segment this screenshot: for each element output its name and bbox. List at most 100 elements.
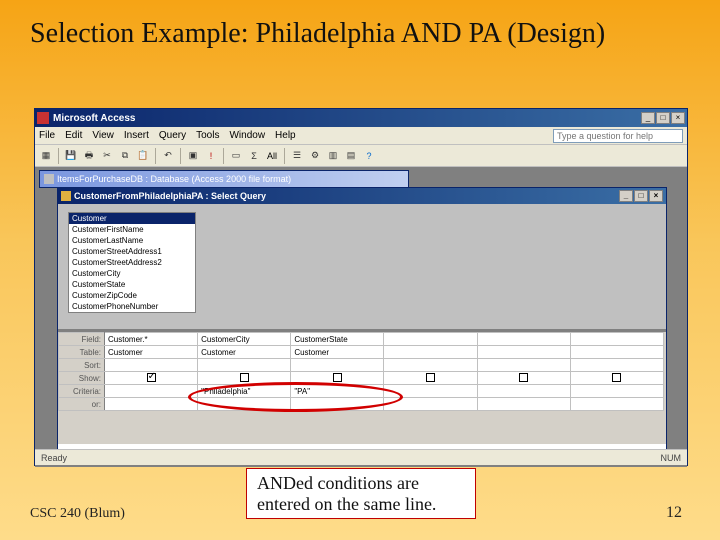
cut-button[interactable]: ✂ <box>99 148 115 164</box>
paste-button[interactable]: 📋 <box>135 148 151 164</box>
grid-cell-show[interactable] <box>570 372 663 385</box>
grid-cell-sort[interactable] <box>198 359 291 372</box>
slide-page-number: 12 <box>666 504 682 522</box>
top-values-box[interactable]: All <box>264 151 280 161</box>
grid-cell-field[interactable] <box>570 333 663 346</box>
grid-cell-show[interactable] <box>384 372 477 385</box>
qbe-grid: Field: Customer.* CustomerCity CustomerS… <box>58 332 664 411</box>
menu-tools[interactable]: Tools <box>196 130 219 141</box>
grid-cell-criteria[interactable] <box>105 385 198 398</box>
grid-cell-or[interactable] <box>384 398 477 411</box>
properties-button[interactable]: ☰ <box>289 148 305 164</box>
toolbar: ▦ 💾 🖶 ✂ ⧉ 📋 ↶ ▣ ! ▭ Σ All ☰ ⚙ ▥ ▤ ? <box>35 145 687 167</box>
grid-cell-criteria[interactable] <box>384 385 477 398</box>
menu-window[interactable]: Window <box>229 130 265 141</box>
show-checkbox[interactable] <box>612 373 621 382</box>
query-tables-pane[interactable]: Customer CustomerFirstName CustomerLastN… <box>58 204 666 332</box>
grid-cell-table[interactable] <box>570 346 663 359</box>
row-label: Field: <box>59 333 105 346</box>
grid-cell-sort[interactable] <box>291 359 384 372</box>
menu-edit[interactable]: Edit <box>65 130 82 141</box>
field-item[interactable]: CustomerStreetAddress2 <box>69 257 195 268</box>
run-button[interactable]: ! <box>203 148 219 164</box>
print-button[interactable]: 🖶 <box>81 148 97 164</box>
grid-cell-sort[interactable] <box>570 359 663 372</box>
minimize-button[interactable]: _ <box>641 112 655 124</box>
database-window-titlebar[interactable]: ItemsForPurchaseDB : Database (Access 20… <box>39 170 409 188</box>
field-item[interactable]: CustomerPhoneNumber <box>69 301 195 312</box>
grid-cell-show[interactable] <box>477 372 570 385</box>
show-checkbox[interactable] <box>147 373 156 382</box>
grid-cell-table[interactable]: Customer <box>198 346 291 359</box>
grid-cell-show[interactable] <box>105 372 198 385</box>
show-checkbox[interactable] <box>240 373 249 382</box>
grid-cell-or[interactable] <box>198 398 291 411</box>
status-left: Ready <box>41 453 67 463</box>
grid-cell-field[interactable] <box>477 333 570 346</box>
statusbar: Ready NUM <box>35 449 687 465</box>
menu-insert[interactable]: Insert <box>124 130 149 141</box>
grid-cell-criteria[interactable] <box>570 385 663 398</box>
menubar: File Edit View Insert Query Tools Window… <box>35 127 687 145</box>
field-item[interactable]: CustomerState <box>69 279 195 290</box>
grid-cell-or[interactable] <box>570 398 663 411</box>
row-label: Table: <box>59 346 105 359</box>
show-checkbox[interactable] <box>333 373 342 382</box>
grid-cell-field[interactable]: Customer.* <box>105 333 198 346</box>
copy-button[interactable]: ⧉ <box>117 148 133 164</box>
query-close-button[interactable]: × <box>649 190 663 202</box>
view-button[interactable]: ▦ <box>38 148 54 164</box>
build-button[interactable]: ⚙ <box>307 148 323 164</box>
undo-button[interactable]: ↶ <box>160 148 176 164</box>
grid-cell-or[interactable] <box>477 398 570 411</box>
grid-cell-table[interactable]: Customer <box>105 346 198 359</box>
toolbar-sep <box>58 148 59 164</box>
querytype-button[interactable]: ▣ <box>185 148 201 164</box>
grid-cell-criteria[interactable]: "Philadelphia" <box>198 385 291 398</box>
grid-cell-field[interactable]: CustomerCity <box>198 333 291 346</box>
grid-cell-sort[interactable] <box>477 359 570 372</box>
grid-cell-criteria[interactable]: "PA" <box>291 385 384 398</box>
query-maximize-button[interactable]: □ <box>634 190 648 202</box>
row-label: Sort: <box>59 359 105 372</box>
field-item[interactable]: CustomerStreetAddress1 <box>69 246 195 257</box>
table-field-list[interactable]: Customer CustomerFirstName CustomerLastN… <box>68 212 196 313</box>
menu-query[interactable]: Query <box>159 130 186 141</box>
grid-cell-table[interactable] <box>477 346 570 359</box>
grid-cell-table[interactable]: Customer <box>291 346 384 359</box>
grid-cell-show[interactable] <box>198 372 291 385</box>
grid-cell-or[interactable] <box>291 398 384 411</box>
totals-button[interactable]: Σ <box>246 148 262 164</box>
dbwindow-button[interactable]: ▥ <box>325 148 341 164</box>
grid-cell-sort[interactable] <box>384 359 477 372</box>
field-item[interactable]: CustomerZipCode <box>69 290 195 301</box>
field-item[interactable]: CustomerFirstName <box>69 224 195 235</box>
show-checkbox[interactable] <box>426 373 435 382</box>
row-label: Criteria: <box>59 385 105 398</box>
maximize-button[interactable]: □ <box>656 112 670 124</box>
menu-help[interactable]: Help <box>275 130 296 141</box>
query-minimize-button[interactable]: _ <box>619 190 633 202</box>
show-checkbox[interactable] <box>519 373 528 382</box>
help-button[interactable]: ? <box>361 148 377 164</box>
save-button[interactable]: 💾 <box>63 148 79 164</box>
grid-cell-table[interactable] <box>384 346 477 359</box>
field-item[interactable]: CustomerCity <box>69 268 195 279</box>
grid-cell-or[interactable] <box>105 398 198 411</box>
query-titlebar: CustomerFromPhiladelphiaPA : Select Quer… <box>58 188 666 204</box>
row-label: or: <box>59 398 105 411</box>
grid-cell-field[interactable]: CustomerState <box>291 333 384 346</box>
grid-cell-field[interactable] <box>384 333 477 346</box>
field-item[interactable]: CustomerLastName <box>69 235 195 246</box>
query-icon <box>61 191 71 201</box>
menu-view[interactable]: View <box>92 130 114 141</box>
grid-cell-show[interactable] <box>291 372 384 385</box>
showtable-button[interactable]: ▭ <box>228 148 244 164</box>
menu-file[interactable]: File <box>39 130 55 141</box>
query-design-grid[interactable]: Field: Customer.* CustomerCity CustomerS… <box>58 332 666 444</box>
close-button[interactable]: × <box>671 112 685 124</box>
help-search-input[interactable] <box>553 129 683 143</box>
row-table: Table: Customer Customer Customer <box>59 346 664 359</box>
newobject-button[interactable]: ▤ <box>343 148 359 164</box>
grid-cell-criteria[interactable] <box>477 385 570 398</box>
